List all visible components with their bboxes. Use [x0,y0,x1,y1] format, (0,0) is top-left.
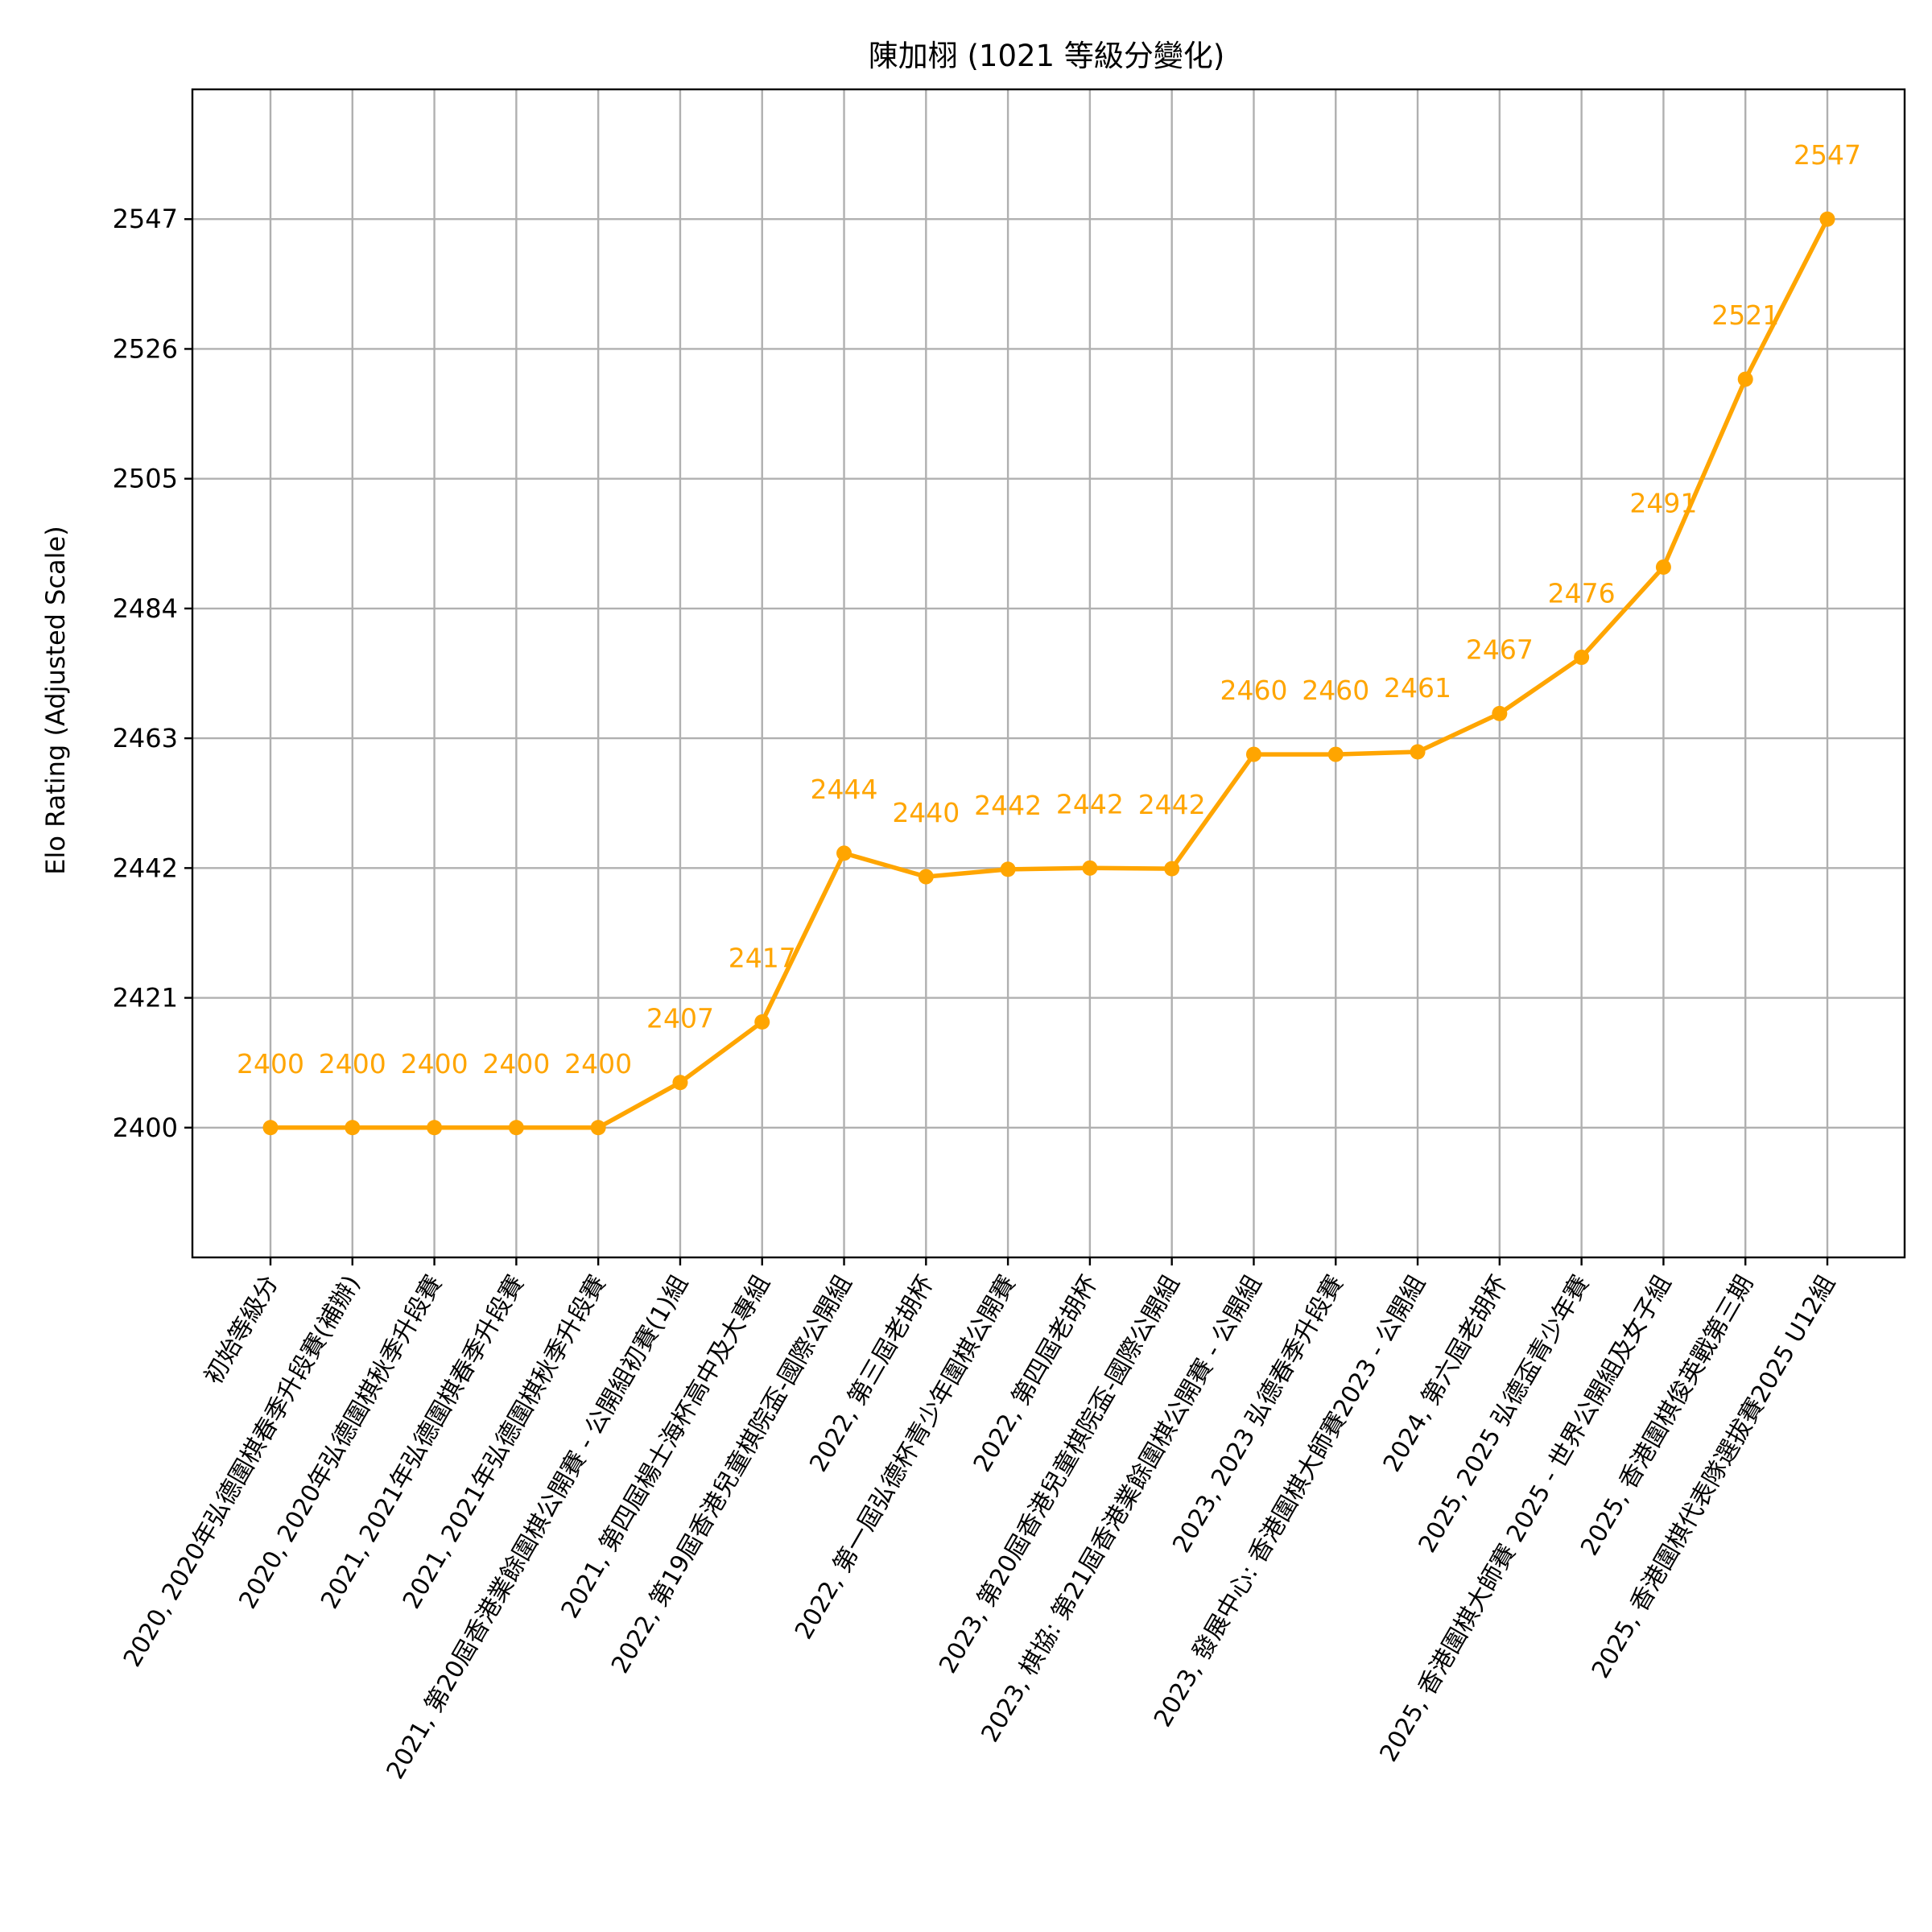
y-tick-label: 2421 [113,983,178,1013]
data-label: 2400 [319,1048,386,1080]
data-point [1082,860,1098,876]
y-tick-label: 2442 [113,852,178,883]
data-label: 2461 [1384,672,1451,704]
data-label: 2417 [729,942,796,973]
data-point [754,1013,770,1030]
data-point [427,1120,443,1136]
data-point [262,1120,279,1136]
plot-frame [191,88,1906,1259]
y-tick-label: 2547 [113,204,178,234]
data-label: 2400 [237,1048,304,1080]
chart-title: 陳加栩 (1021 等級分變化) [869,39,1225,73]
data-label: 2491 [1629,487,1697,518]
x-tick-label: 初始等級分 [200,1271,284,1389]
y-tick-label: 2400 [113,1113,178,1143]
series-path [268,217,1830,1130]
data-point [1655,559,1671,575]
data-point [1492,705,1508,721]
data-label: 2400 [482,1048,550,1080]
y-tick-label: 2463 [113,723,178,753]
data-point [918,869,934,885]
data-point [590,1120,606,1136]
data-label: 2442 [1056,788,1124,819]
y-tick-label: 2526 [113,333,178,364]
x-tick-label: 2025, 香港圍棋大師賽 2025 - 世界公開組及女子組 [1374,1271,1677,1767]
data-point [1327,746,1344,762]
data-label: 2442 [1138,789,1206,820]
x-tick-label: 2025, 2025 弘德盃青少年賽 [1414,1271,1596,1558]
series-line [262,211,1835,1136]
x-tick-label: 2025, 香港圍棋俊英戰第三期 [1575,1271,1759,1561]
data-label: 2521 [1711,299,1779,331]
data-label: 2442 [974,790,1042,821]
data-point [1737,371,1753,387]
data-point [1574,650,1590,666]
data-point [1410,744,1426,760]
y-axis-ticks: 2400 2421 2442 2463 2484 2505 2526 2547 [113,204,192,1143]
data-label: 2467 [1466,634,1534,665]
data-label: 2400 [564,1048,632,1080]
data-point [1000,861,1016,877]
data-point [1245,746,1261,762]
data-point [508,1120,524,1136]
x-tick-label: 2023, 2023 弘德春季升段賽 [1167,1271,1349,1558]
y-tick-label: 2505 [113,464,178,494]
data-label: 2476 [1548,578,1616,609]
data-point [1819,211,1835,227]
data-point [836,845,852,861]
data-labels: 2400 2400 2400 2400 2400 2407 2417 2444 2440 2442… [237,139,1861,1080]
x-tick-label: 2021, 第20屆香港業餘圍棋公開賽 - 公開組初賽(1)組 [382,1271,694,1785]
data-label: 2440 [892,797,960,828]
y-axis-label: Elo Rating (Adjusted Scale) [40,526,71,874]
data-label: 2460 [1302,675,1369,706]
data-label: 2400 [401,1048,469,1080]
data-label: 2444 [811,774,878,805]
data-label: 2460 [1220,675,1287,706]
y-tick-label: 2484 [113,593,178,624]
grid-lines [192,89,1905,1257]
data-label: 2407 [646,1003,714,1034]
data-label: 2547 [1794,139,1861,171]
data-point [345,1120,361,1136]
data-point [672,1075,688,1091]
data-point [1164,861,1180,877]
